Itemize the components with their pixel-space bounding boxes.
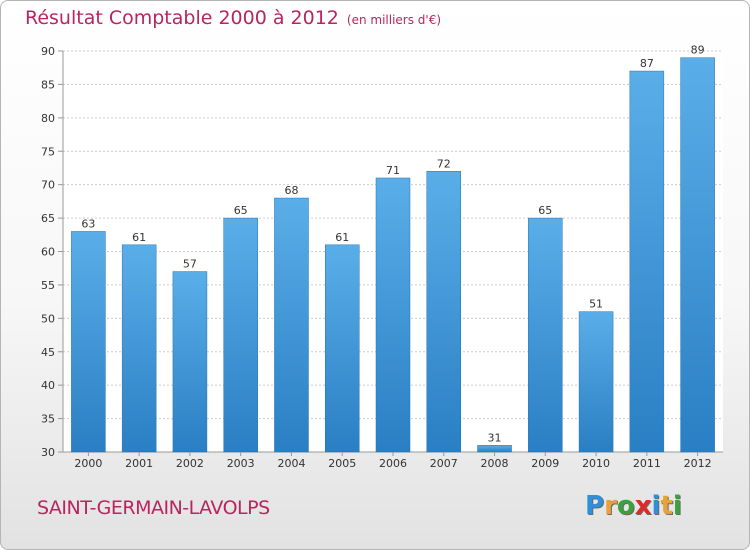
logo-letter: t <box>660 491 673 521</box>
data-label: 71 <box>386 164 400 177</box>
data-label: 31 <box>488 431 502 444</box>
x-tick-label: 2009 <box>531 457 559 470</box>
bar <box>172 271 208 453</box>
data-label: 63 <box>81 217 95 230</box>
bar <box>223 217 258 453</box>
bar <box>375 177 411 453</box>
chart-subtitle: (en milliers d'€) <box>346 13 442 27</box>
y-tick-label: 80 <box>41 112 55 125</box>
bar <box>71 231 106 453</box>
logo-letter: o <box>616 491 635 521</box>
y-tick-label: 85 <box>41 78 55 91</box>
data-label: 89 <box>691 44 705 57</box>
y-tick-label: 45 <box>41 346 55 359</box>
x-tick-label: 2011 <box>633 457 661 470</box>
logo-letter: i <box>651 491 661 521</box>
bar <box>578 311 614 453</box>
y-tick-label: 55 <box>41 279 55 292</box>
data-label: 68 <box>284 184 298 197</box>
bar <box>426 171 462 453</box>
y-tick-label: 70 <box>41 179 55 192</box>
bar <box>274 197 309 453</box>
logo-letter: P <box>585 491 605 521</box>
data-label: 65 <box>538 204 552 217</box>
x-tick-label: 2003 <box>227 457 255 470</box>
data-label: 61 <box>132 231 146 244</box>
proxiti-logo: Proxiti <box>585 491 682 521</box>
y-tick-label: 50 <box>41 312 55 325</box>
data-label: 51 <box>589 298 603 311</box>
data-label: 72 <box>437 157 451 170</box>
x-tick-label: 2006 <box>379 457 407 470</box>
x-tick-label: 2000 <box>74 457 102 470</box>
x-tick-label: 2002 <box>176 457 204 470</box>
logo-letter: x <box>634 491 652 521</box>
data-label: 65 <box>234 204 248 217</box>
data-label: 57 <box>183 258 197 271</box>
bar <box>629 70 665 453</box>
y-tick-label: 60 <box>41 246 55 259</box>
x-tick-label: 2010 <box>582 457 610 470</box>
x-tick-label: 2004 <box>277 457 305 470</box>
y-tick-label: 90 <box>41 45 55 58</box>
y-tick-label: 40 <box>41 379 55 392</box>
y-tick-label: 75 <box>41 145 55 158</box>
x-tick-label: 2001 <box>125 457 153 470</box>
y-tick-label: 35 <box>41 413 55 426</box>
x-tick-label: 2008 <box>481 457 509 470</box>
bar <box>680 57 715 453</box>
bar <box>477 445 512 453</box>
data-label: 87 <box>640 57 654 70</box>
bar <box>121 244 157 453</box>
logo-letter: i <box>672 491 682 521</box>
data-label: 61 <box>335 231 349 244</box>
logo-letter: r <box>604 491 617 521</box>
bar <box>528 217 563 453</box>
x-tick-label: 2012 <box>684 457 712 470</box>
y-tick-label: 30 <box>41 446 55 459</box>
chart-title: Résultat Comptable 2000 à 2012 (en millie… <box>25 7 441 29</box>
bar <box>324 244 360 453</box>
commune-name: SAINT-GERMAIN-LAVOLPS <box>37 497 270 519</box>
x-tick-label: 2007 <box>430 457 458 470</box>
x-tick-label: 2005 <box>328 457 356 470</box>
chart-title-text: Résultat Comptable 2000 à 2012 <box>25 7 339 29</box>
y-tick-label: 65 <box>41 212 55 225</box>
